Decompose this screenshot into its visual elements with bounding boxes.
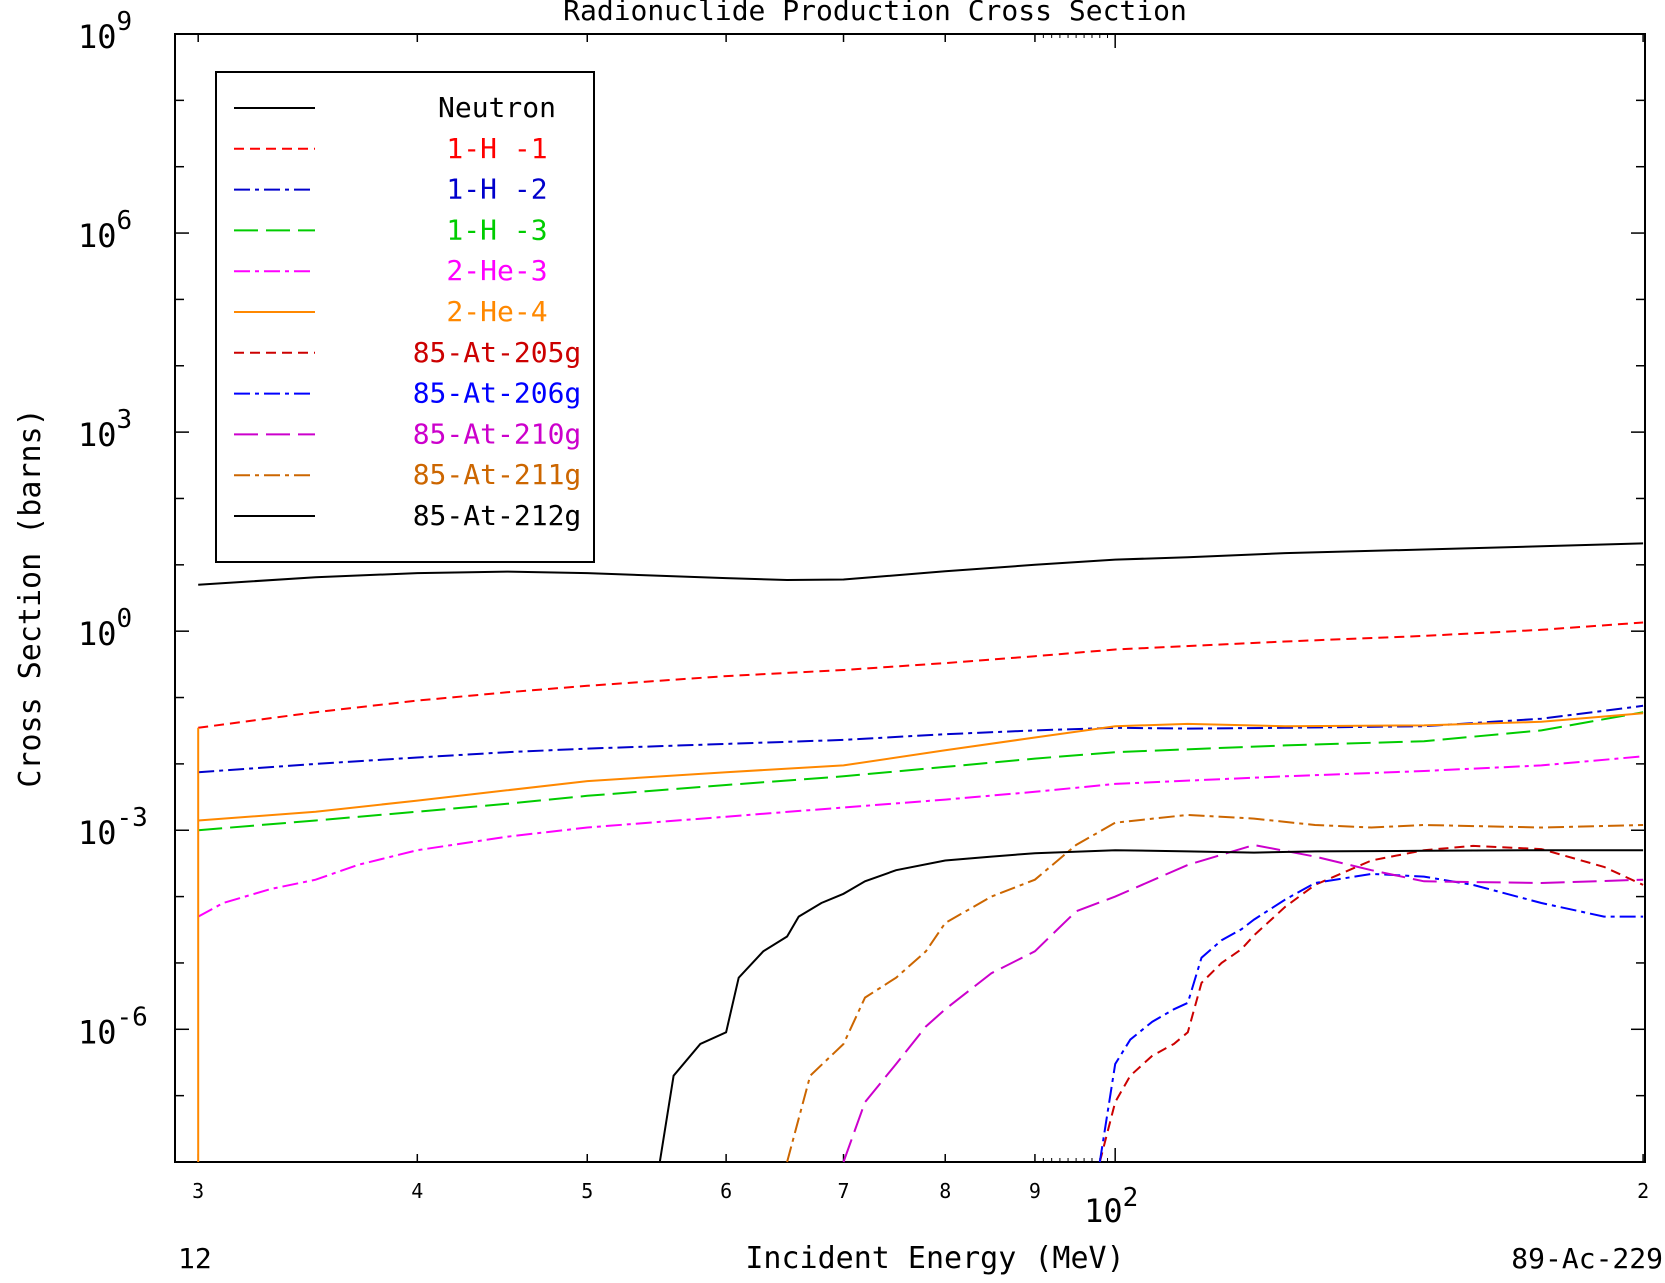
legend-label: 1-H -2 [446,173,547,206]
x-axis-label: Incident Energy (MeV) [745,1241,1124,1276]
series-line [658,849,1644,1163]
y-tick-label: 106 [78,206,132,255]
series-line [197,755,1644,918]
legend-label: 85-At-210g [413,417,582,450]
x-tick-label: 2 [1637,1179,1649,1203]
y-tick-label: 103 [78,405,132,454]
legend-label: 2-He-3 [446,254,547,287]
y-axis-label: Cross Section (barns) [13,408,48,787]
series-line [786,813,1644,1163]
legend: Neutron 1-H -1 1-H -2 1-H -3 2-He-3 2-He-4 85-… [215,71,595,563]
series-line [198,712,1644,822]
x-tick-label: 4 [411,1179,423,1203]
series-line [1098,872,1644,1163]
legend-label: 2-He-4 [446,295,547,328]
legend-label: 1-H -3 [446,213,547,246]
y-axis-ticks: 109 106 103 100 10-3 10-6 [78,7,1645,1163]
x-tick-label: 7 [838,1179,850,1203]
legend-label: Neutron [438,91,556,124]
legend-label: 85-At-212g [413,499,582,532]
x-decade-label: 102 [1084,1183,1138,1230]
series-line [842,843,1644,1163]
series-layer [197,542,1644,1163]
bottom-left-label: 12 [178,1242,212,1275]
y-tick-label: 10-6 [78,1002,148,1051]
chart-title: Radionuclide Production Cross Section [563,0,1187,27]
x-axis-ticks: 3 4 5 6 7 8 9 2 102 [192,34,1649,1230]
bottom-right-label: 89-Ac-229 [1511,1242,1663,1275]
x-tick-label: 3 [192,1179,204,1203]
legend-label: 1-H -1 [446,132,547,165]
x-tick-label: 5 [581,1179,593,1203]
y-tick-label: 10-3 [78,803,148,852]
x-tick-label: 6 [720,1179,732,1203]
legend-label: 85-At-211g [413,458,582,491]
y-tick-label: 100 [78,604,132,653]
x-tick-label: 8 [939,1179,951,1203]
series-line [198,711,1644,832]
series-line [198,621,1644,729]
legend-label: 85-At-205g [413,336,582,369]
legend-label: 85-At-206g [413,377,582,410]
legend-items: Neutron 1-H -1 1-H -2 1-H -3 2-He-3 2-He-4 85-… [234,91,581,532]
legend-box [215,71,595,563]
x-tick-label: 9 [1029,1179,1041,1203]
plot-frame [174,33,1646,1163]
series-line [198,704,1644,774]
y-tick-label: 109 [78,7,132,56]
series-line [1098,844,1644,1163]
series-line [198,542,1644,586]
